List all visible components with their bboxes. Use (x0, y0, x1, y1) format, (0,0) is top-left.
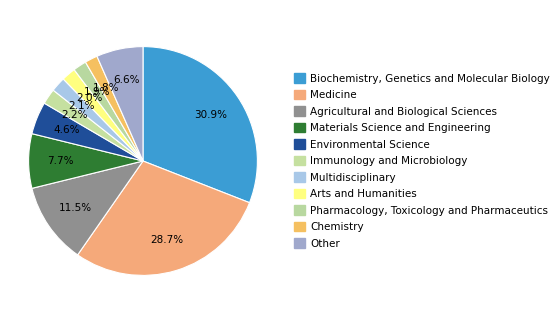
Text: 2.2%: 2.2% (62, 109, 88, 119)
Text: 28.7%: 28.7% (150, 235, 184, 245)
Wedge shape (85, 56, 143, 161)
Wedge shape (53, 79, 143, 161)
Text: 7.7%: 7.7% (47, 156, 74, 166)
Text: 2.0%: 2.0% (76, 93, 103, 103)
Wedge shape (97, 47, 143, 161)
Text: 1.8%: 1.8% (92, 82, 119, 92)
Text: 30.9%: 30.9% (195, 109, 228, 119)
Wedge shape (29, 134, 143, 188)
Legend: Biochemistry, Genetics and Molecular Biology, Medicine, Agricultural and Biologi: Biochemistry, Genetics and Molecular Bio… (291, 71, 550, 251)
Text: 11.5%: 11.5% (58, 203, 92, 213)
Wedge shape (63, 70, 143, 161)
Wedge shape (32, 161, 143, 255)
Text: 1.9%: 1.9% (84, 87, 111, 97)
Wedge shape (74, 62, 143, 161)
Text: 6.6%: 6.6% (113, 75, 139, 85)
Wedge shape (32, 103, 143, 161)
Wedge shape (78, 161, 250, 275)
Text: 4.6%: 4.6% (53, 125, 80, 135)
Wedge shape (143, 47, 257, 203)
Text: 2.1%: 2.1% (69, 101, 95, 111)
Wedge shape (45, 90, 143, 161)
